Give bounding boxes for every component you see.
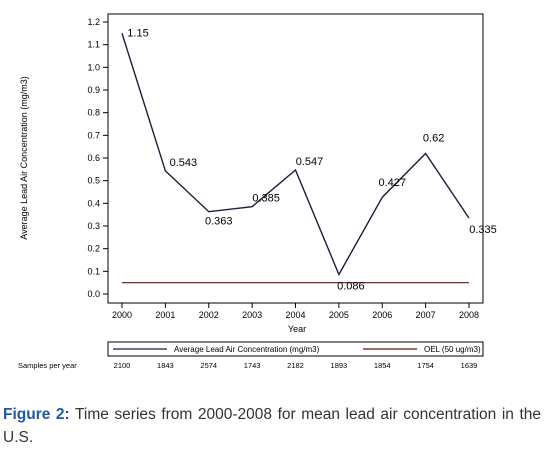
x-tick-label: 2001 xyxy=(155,310,175,320)
samples-value: 2100 xyxy=(114,361,131,370)
legend: Average Lead Air Concentration (mg/m3) OE… xyxy=(107,341,484,357)
data-label: 0.427 xyxy=(378,177,406,189)
y-tick-label: 0.3 xyxy=(87,221,100,231)
y-tick-label: 0.4 xyxy=(87,198,100,208)
x-axis-title: Year xyxy=(288,324,306,334)
samples-value: 2182 xyxy=(287,361,304,370)
y-tick-label: 0.9 xyxy=(87,85,100,95)
samples-value: 1843 xyxy=(157,361,174,370)
lead-concentration-line xyxy=(121,33,470,277)
samples-value: 1854 xyxy=(374,361,391,370)
y-tick-label: 0.5 xyxy=(87,176,100,186)
samples-value: 2574 xyxy=(200,361,217,370)
data-label: 0.335 xyxy=(469,224,497,236)
samples-value: 1743 xyxy=(244,361,261,370)
data-label: 0.547 xyxy=(296,156,324,168)
chart-axes: 0.0 0.1 0.2 0.3 0.4 0.5 0.6 0.7 0.8 0.9 1.0 1.1 1.2 2… xyxy=(87,13,484,320)
figure-caption: Figure 2: Time series from 2000-2008 for… xyxy=(3,403,541,449)
samples-value: 1893 xyxy=(331,361,348,370)
y-tick-label: 0.2 xyxy=(87,244,100,254)
x-tick-label: 2004 xyxy=(285,310,305,320)
series-layer xyxy=(121,33,470,284)
legend-label-oel: OEL (50 ug/m3) xyxy=(424,345,481,354)
x-tick-label: 2003 xyxy=(242,310,262,320)
samples-value: 1639 xyxy=(461,361,478,370)
data-label: 0.543 xyxy=(170,157,198,169)
samples-value: 1754 xyxy=(417,361,434,370)
data-label: 0.62 xyxy=(423,132,444,144)
y-tick-label: 0.8 xyxy=(87,108,100,118)
data-labels: 1.15 0.543 0.363 0.385 0.547 0.086 0.427 0.62 0.… xyxy=(127,27,496,292)
y-tick-label: 0.6 xyxy=(87,153,100,163)
y-tick-label: 1.2 xyxy=(87,17,100,27)
samples-per-year-label: Samples per year xyxy=(18,361,77,370)
x-tick-label: 2002 xyxy=(199,310,219,320)
y-tick-label: 1.0 xyxy=(87,62,100,72)
y-axis-title: Average Lead Air Concentration (mg/m3) xyxy=(19,76,29,239)
caption-text: Time series from 2000-2008 for mean lead… xyxy=(3,406,542,446)
data-label: 0.363 xyxy=(205,216,233,228)
y-tick-label: 0.1 xyxy=(87,266,100,276)
y-tick-label: 0.7 xyxy=(87,130,100,140)
data-label: 0.385 xyxy=(252,193,280,205)
data-label: 1.15 xyxy=(127,27,148,39)
legend-label-lead: Average Lead Air Concentration (mg/m3) xyxy=(174,345,320,354)
samples-row: 2100 1843 2574 1743 2182 1893 1854 1754 1639 xyxy=(114,361,478,370)
line-chart: 0.0 0.1 0.2 0.3 0.4 0.5 0.6 0.7 0.8 0.9 1.0 1.1 1.2 2… xyxy=(18,13,497,370)
x-tick-label: 2000 xyxy=(112,310,132,320)
y-tick-label: 0.0 xyxy=(87,289,100,299)
x-tick-label: 2007 xyxy=(416,310,436,320)
y-tick-label: 1.1 xyxy=(87,40,100,50)
caption-label: Figure 2: xyxy=(3,406,70,423)
legend-box xyxy=(107,341,484,357)
data-label: 0.086 xyxy=(337,281,365,293)
x-tick-label: 2006 xyxy=(372,310,392,320)
x-tick-label: 2005 xyxy=(329,310,349,320)
x-tick-label: 2008 xyxy=(459,310,479,320)
